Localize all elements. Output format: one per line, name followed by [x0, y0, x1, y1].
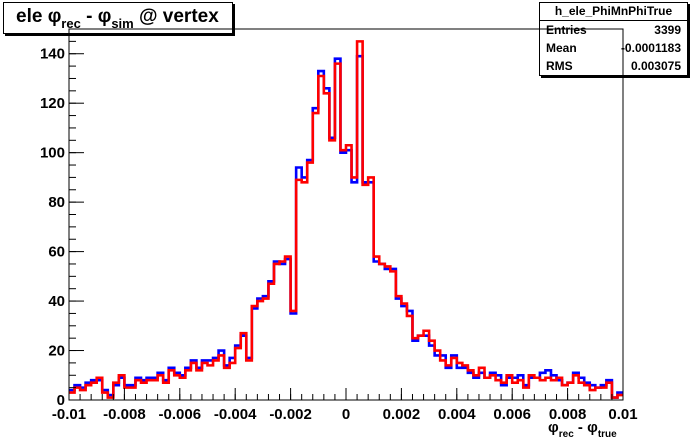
y-tick-label: 20: [48, 343, 65, 360]
y-tick-label: 60: [48, 244, 65, 261]
histogram-title: ele φrec - φsim @ vertex: [16, 6, 219, 31]
x-tick-label: -0.01: [52, 406, 86, 423]
stats-value: 0.003075: [630, 59, 681, 73]
histogram-series-blue: [69, 54, 623, 399]
x-tick-label: -0.008: [103, 406, 146, 423]
stats-label: RMS: [546, 59, 573, 73]
x-tick-label: 0.008: [549, 406, 587, 423]
plot-frame: [68, 28, 624, 401]
y-tick-label: 80: [48, 194, 65, 211]
stats-value: -0.0001183: [620, 41, 681, 55]
x-tick-label: 0.004: [438, 406, 476, 423]
x-tick-label: 0.01: [608, 406, 637, 423]
stats-box: h_ele_PhiMnPhiTrue Entries 3399 Mean -0.…: [539, 2, 688, 76]
x-tick-label: 0.002: [383, 406, 421, 423]
stats-row-rms: RMS 0.003075: [540, 57, 687, 75]
stats-histogram-name: h_ele_PhiMnPhiTrue: [540, 3, 687, 21]
histogram-series-red: [69, 40, 623, 399]
x-axis-label: φrec - φtrue: [548, 419, 617, 440]
y-tick-label: 140: [40, 46, 65, 63]
stats-row-entries: Entries 3399: [540, 21, 687, 39]
y-tick-label: 40: [48, 293, 65, 310]
x-tick-label: -0.004: [214, 406, 257, 423]
x-tick-label: 0: [342, 406, 350, 423]
histogram-title-box: ele φrec - φsim @ vertex: [3, 2, 233, 34]
x-tick-label: 0.006: [493, 406, 531, 423]
stats-label: Entries: [546, 23, 587, 37]
y-tick-label: 120: [40, 95, 65, 112]
x-tick-label: -0.006: [159, 406, 202, 423]
x-tick-label: -0.002: [269, 406, 312, 423]
stats-value: 3399: [654, 23, 681, 37]
stats-row-mean: Mean -0.0001183: [540, 39, 687, 57]
stats-label: Mean: [546, 41, 577, 55]
y-tick-label: 100: [40, 145, 65, 162]
y-tick-label: 0: [57, 392, 65, 409]
